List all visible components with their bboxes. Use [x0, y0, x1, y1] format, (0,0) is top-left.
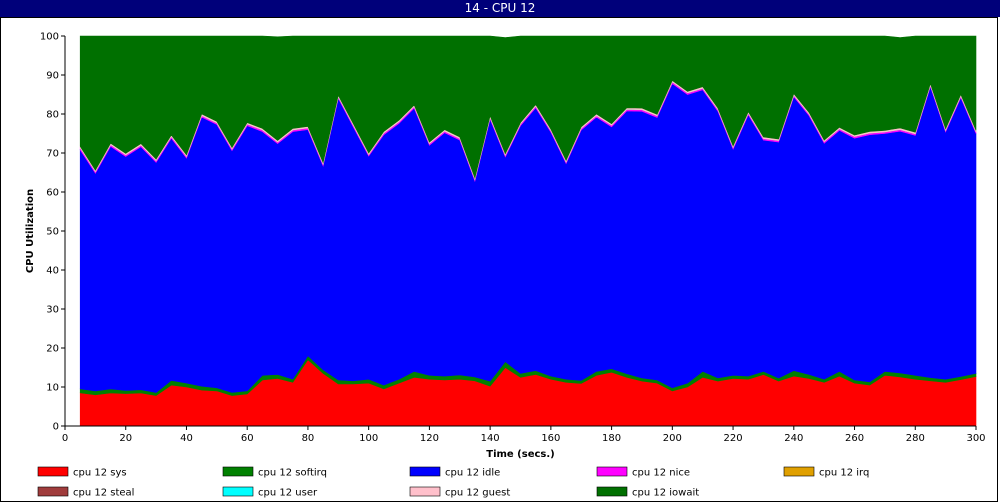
- y-tick-label: 30: [46, 305, 59, 316]
- y-tick-label: 10: [46, 383, 59, 394]
- y-tick-label: 40: [46, 266, 59, 277]
- x-tick-label: 140: [481, 433, 500, 444]
- y-tick-label: 60: [46, 188, 59, 199]
- legend-swatch-1: [222, 466, 254, 477]
- cpu-utilization-chart: 0 10 20 30 40 50 60 70 80 90 100 0 20 40 60 80 100 120 140…: [25, 32, 986, 499]
- legend-swatch-2: [409, 466, 441, 477]
- x-tick-label: 20: [119, 433, 132, 444]
- x-tick-label: 40: [180, 433, 193, 444]
- legend-swatch-7: [409, 486, 441, 497]
- x-tick-label: 180: [602, 433, 621, 444]
- x-tick-label: 120: [420, 433, 439, 444]
- legend-label-0: cpu 12 sys: [73, 468, 127, 479]
- x-tick-label: 220: [724, 433, 743, 444]
- legend-label-7: cpu 12 guest: [445, 488, 510, 499]
- legend-label-4: cpu 12 irq: [819, 468, 869, 479]
- x-tick-label: 80: [302, 433, 315, 444]
- x-tick-label: 300: [966, 433, 985, 444]
- x-tick-label: 260: [845, 433, 864, 444]
- chart-frame: 0 10 20 30 40 50 60 70 80 90 100 0 20 40 60 80 100 120 140…: [0, 17, 998, 502]
- plot-area: [79, 35, 977, 427]
- x-axis-label: Time (secs.): [486, 449, 555, 460]
- x-tick-label: 60: [241, 433, 254, 444]
- legend-label-5: cpu 12 steal: [73, 488, 134, 499]
- y-tick-label: 50: [46, 227, 59, 238]
- y-axis-label: CPU Utilization: [25, 189, 36, 273]
- y-tick-label: 80: [46, 110, 59, 121]
- legend-swatch-6: [222, 486, 254, 497]
- legend-swatch-5: [37, 486, 69, 497]
- y-tick-label: 70: [46, 149, 59, 160]
- y-tick-label: 100: [40, 32, 59, 43]
- x-tick-label: 240: [784, 433, 803, 444]
- x-tick-label: 0: [62, 433, 68, 444]
- legend-swatch-3: [596, 466, 628, 477]
- y-tick-label: 90: [46, 71, 59, 82]
- axes: 0 10 20 30 40 50 60 70 80 90 100 0 20 40 60 80 100 120 140…: [25, 32, 986, 461]
- legend-label-2: cpu 12 idle: [445, 468, 500, 479]
- x-tick-label: 100: [359, 433, 378, 444]
- x-tick-label: 160: [541, 433, 560, 444]
- legend-swatch-0: [37, 466, 69, 477]
- y-tick-label: 0: [53, 422, 59, 433]
- y-tick-label: 20: [46, 344, 59, 355]
- legend-label-8: cpu 12 iowait: [632, 488, 699, 499]
- legend-swatch-8: [596, 486, 628, 497]
- x-tick-label: 280: [906, 433, 925, 444]
- legend-label-1: cpu 12 softirq: [258, 468, 327, 479]
- legend-swatch-4: [783, 466, 815, 477]
- legend-label-6: cpu 12 user: [258, 488, 318, 499]
- legend-label-3: cpu 12 nice: [632, 468, 690, 479]
- series-area-8: [79, 35, 977, 180]
- x-tick-label: 200: [663, 433, 682, 444]
- legend: cpu 12 sys cpu 12 softirq cpu 12 idle cpu 1…: [37, 466, 869, 499]
- window-title: 14 - CPU 12: [0, 0, 1000, 17]
